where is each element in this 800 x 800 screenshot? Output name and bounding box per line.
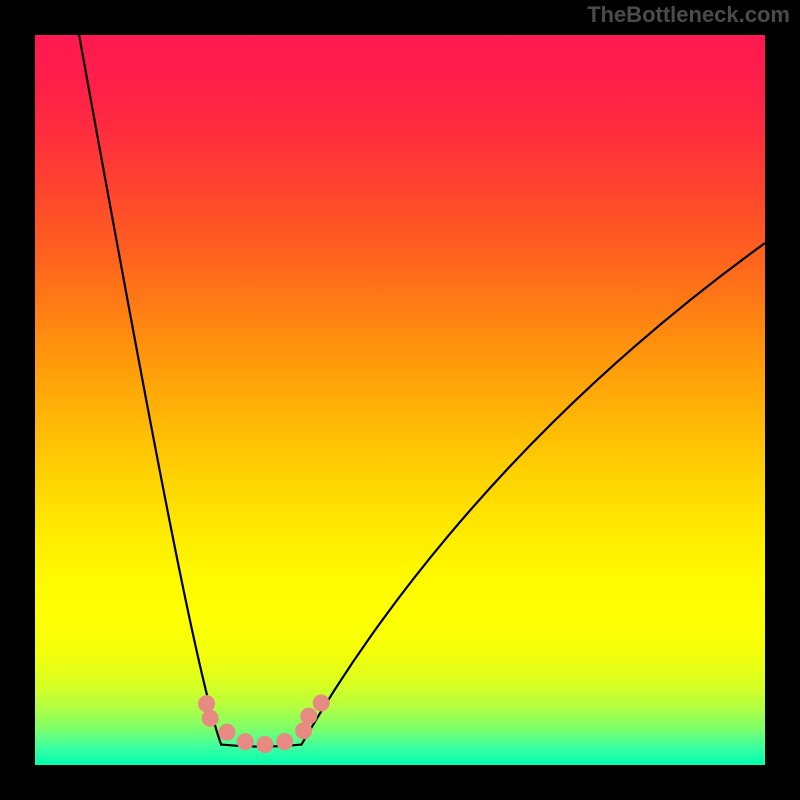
trough-marker: [301, 708, 317, 724]
bottleneck-curve: [75, 35, 765, 747]
trough-marker-group: [199, 695, 330, 753]
trough-marker: [313, 695, 329, 711]
trough-marker: [219, 724, 235, 740]
chart-root: TheBottleneck.com: [0, 0, 800, 800]
plot-area: [35, 35, 765, 765]
trough-marker: [296, 723, 312, 739]
curve-layer: [35, 35, 765, 765]
trough-marker: [277, 734, 293, 750]
trough-marker: [257, 737, 273, 753]
trough-marker: [202, 710, 218, 726]
trough-marker: [199, 696, 215, 712]
watermark-text: TheBottleneck.com: [587, 2, 790, 28]
trough-marker: [237, 734, 253, 750]
